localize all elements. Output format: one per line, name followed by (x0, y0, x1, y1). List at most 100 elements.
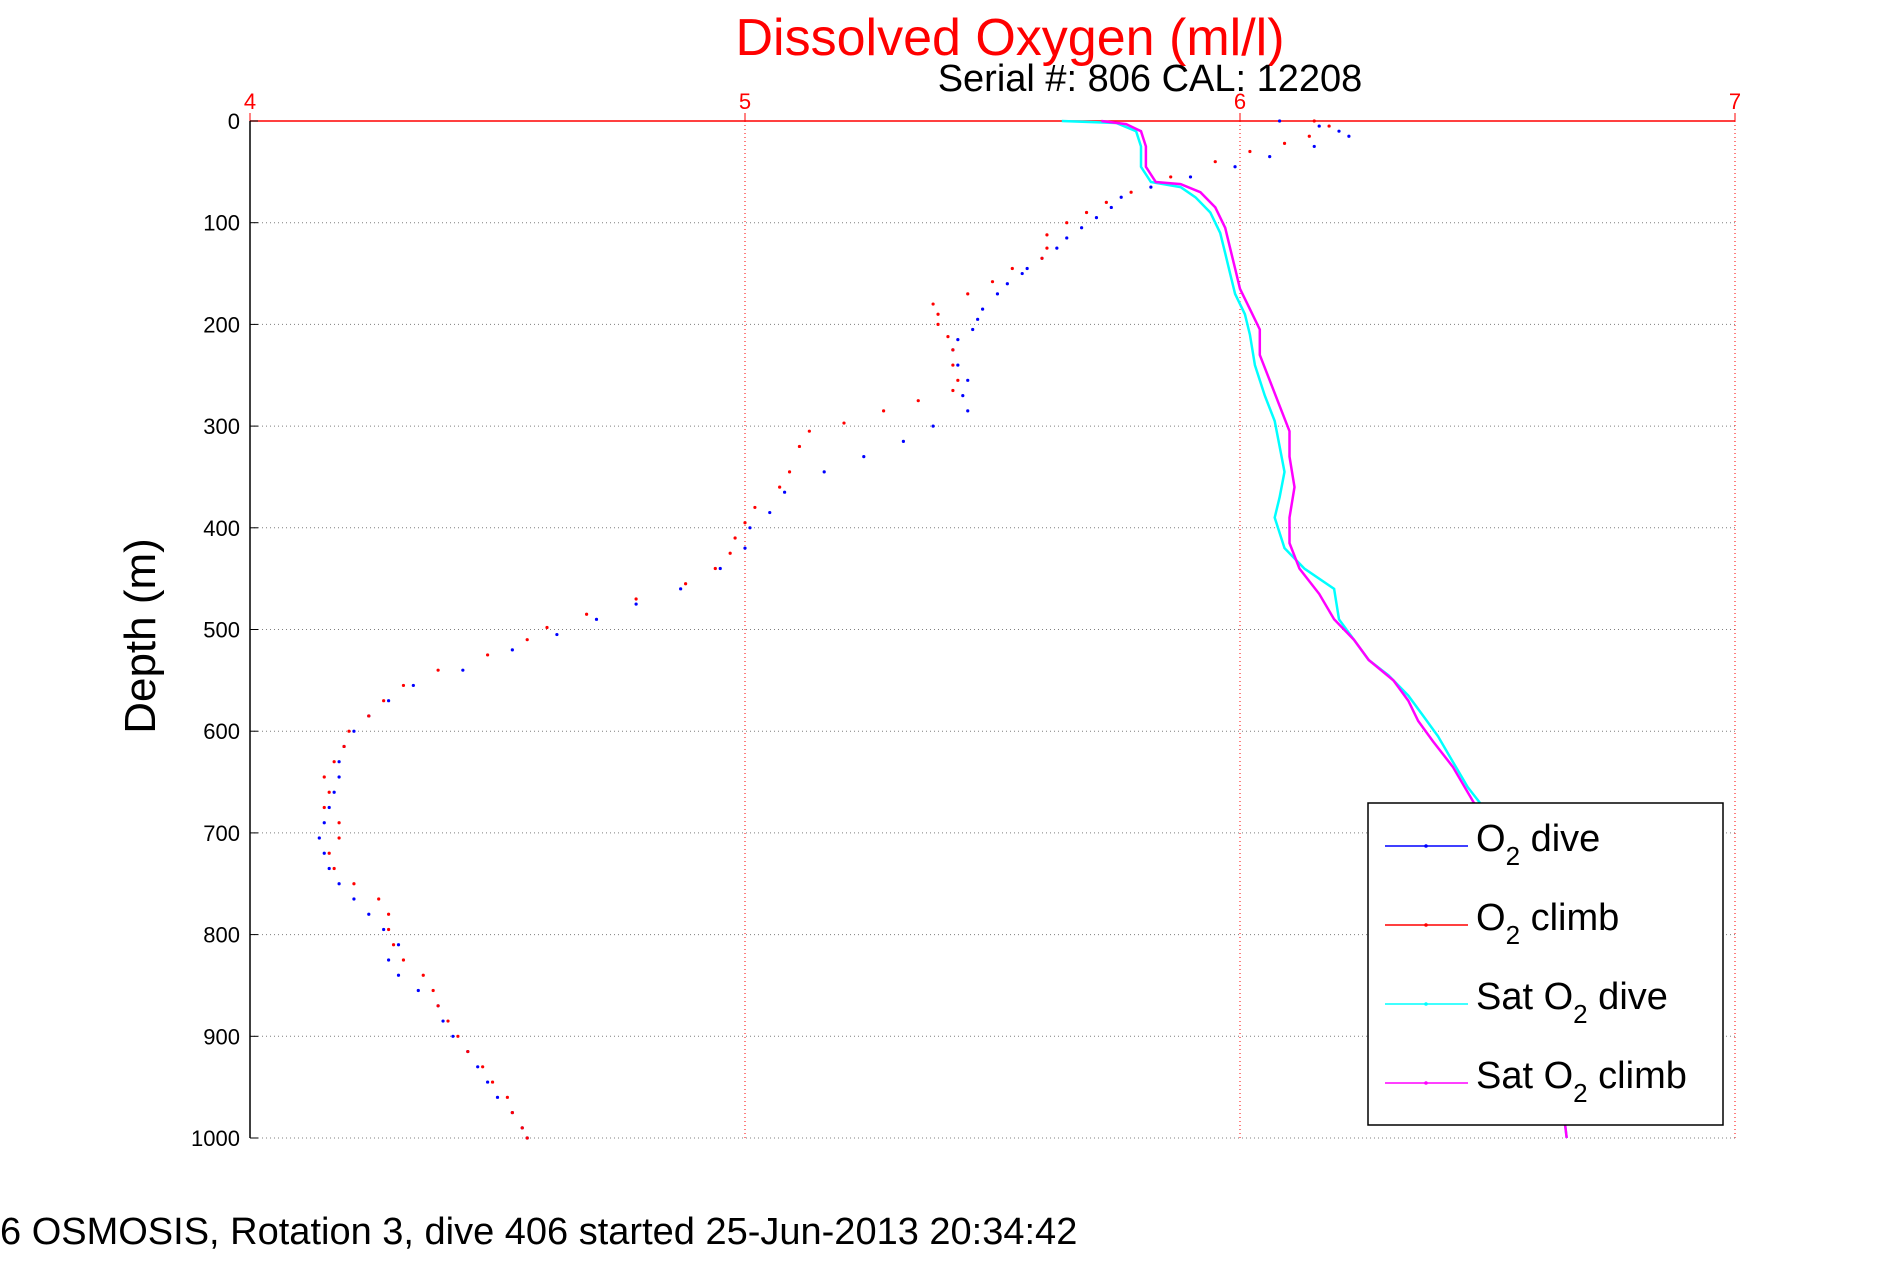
data-point (327, 805, 331, 810)
chart-title: Dissolved Oxygen (ml/l) (735, 9, 1284, 67)
y-tick-label: 900 (203, 1024, 240, 1049)
data-point (931, 302, 935, 306)
data-point (337, 882, 341, 886)
y-tick-label: 300 (203, 414, 240, 439)
legend-label: Sat O2 dive (1476, 976, 1668, 1029)
data-point (486, 1080, 490, 1084)
data-point (352, 882, 356, 886)
data-point (971, 327, 975, 332)
legend-marker (1424, 1002, 1428, 1006)
data-point (505, 1095, 509, 1099)
data-point (495, 1095, 500, 1099)
data-point (520, 1126, 524, 1130)
data-point (1010, 266, 1014, 271)
series-0 (317, 119, 1351, 1140)
data-point (525, 1136, 529, 1140)
data-point (1268, 154, 1272, 159)
data-point (916, 399, 920, 403)
y-tick-label: 100 (203, 211, 240, 236)
y-tick-label: 1000 (191, 1126, 240, 1151)
data-point (1169, 175, 1173, 179)
data-point (951, 348, 955, 352)
data-point (807, 429, 811, 433)
data-point (451, 1034, 455, 1038)
x-tick-label: 6 (1234, 89, 1246, 114)
legend: O2 dive O2 climb Sat O2 dive Sat O2 climb (1367, 802, 1724, 1126)
data-point (787, 470, 792, 474)
data-point (1065, 221, 1069, 225)
data-point (753, 505, 757, 510)
data-point (490, 1080, 495, 1084)
data-point (382, 699, 386, 703)
data-point (377, 897, 381, 901)
data-point (337, 836, 341, 840)
data-point (327, 866, 331, 871)
data-point (337, 821, 341, 825)
data-point (401, 683, 406, 688)
data-point (1149, 185, 1153, 189)
data-point (411, 683, 415, 688)
legend-box (1367, 802, 1724, 1126)
data-point (466, 1049, 470, 1054)
data-point (783, 490, 787, 494)
data-point (1119, 195, 1123, 199)
data-point (684, 582, 688, 586)
data-point (966, 409, 970, 413)
data-point (1347, 134, 1351, 138)
data-point (481, 1065, 485, 1069)
data-point (421, 973, 425, 977)
grid-lines (250, 121, 1735, 1138)
data-point (995, 292, 1000, 296)
data-point (1080, 226, 1084, 230)
data-point (486, 653, 490, 657)
data-point (525, 638, 529, 642)
data-point (387, 912, 391, 916)
data-point (956, 363, 960, 367)
data-point (1307, 134, 1311, 138)
data-point (1040, 256, 1044, 260)
data-point (1317, 124, 1321, 128)
data-point (510, 648, 514, 652)
data-point (1020, 271, 1024, 276)
data-point (1233, 165, 1237, 169)
data-point (555, 632, 559, 637)
y-tick-label: 800 (203, 923, 240, 948)
data-point (387, 927, 391, 932)
data-point (679, 587, 683, 591)
data-point (322, 851, 326, 855)
data-point (1094, 216, 1099, 220)
data-point (436, 668, 440, 672)
data-point (401, 958, 406, 962)
data-point (1005, 282, 1009, 286)
chart-subtitle: Serial #: 806 CAL: 12208 (938, 58, 1363, 100)
data-point (951, 363, 955, 367)
data-point (332, 760, 336, 764)
data-point (322, 775, 326, 779)
data-point (332, 790, 336, 794)
data-point (901, 439, 906, 443)
data-point (718, 566, 722, 571)
footer-caption: 6 OSMOSIS, Rotation 3, dive 406 started … (0, 1211, 1077, 1253)
data-point (352, 897, 356, 901)
data-point (733, 536, 737, 540)
data-point (585, 612, 589, 616)
x-tick-label: 5 (739, 89, 751, 114)
data-point (951, 388, 955, 393)
data-point (347, 729, 351, 733)
data-point (1084, 210, 1089, 215)
series-1 (322, 119, 1331, 1140)
data-point (976, 317, 980, 321)
data-point (634, 602, 638, 606)
data-point (981, 307, 985, 311)
data-point (332, 866, 336, 871)
legend-label: O2 dive (1476, 818, 1600, 871)
data-point (436, 1004, 440, 1008)
data-point (728, 551, 732, 555)
data-point (842, 421, 846, 425)
data-point (1129, 190, 1133, 194)
data-point (510, 1110, 514, 1115)
data-point (862, 455, 866, 459)
data-point (956, 338, 960, 342)
data-point (545, 625, 549, 630)
